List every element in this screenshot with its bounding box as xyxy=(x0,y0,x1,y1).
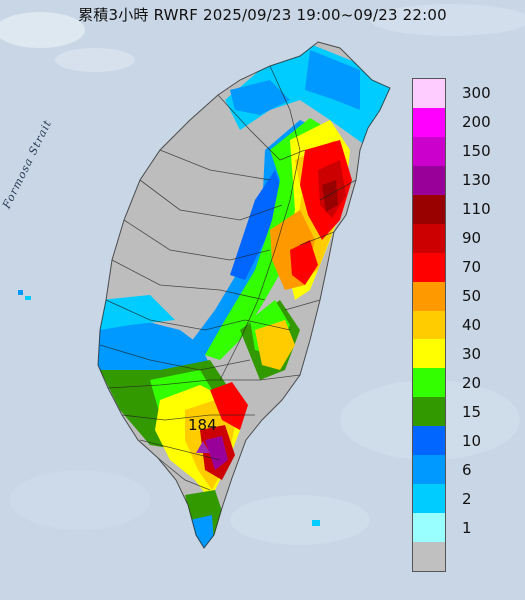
legend-label: 1 xyxy=(462,519,472,538)
legend-label: 6 xyxy=(462,461,472,480)
legend-label: 10 xyxy=(462,432,482,451)
peak-value-label: 184 xyxy=(188,416,217,434)
legend-swatch xyxy=(413,455,445,485)
legend-label: 200 xyxy=(462,112,491,131)
legend-label: 40 xyxy=(462,316,482,335)
legend-label: 150 xyxy=(462,141,491,160)
legend-swatch xyxy=(413,281,445,311)
legend-labels: 300 200 150 130 110 90 70 50 40 30 20 15 10 6 2 1 xyxy=(462,78,508,572)
legend-label: 50 xyxy=(462,286,482,305)
legend-swatch xyxy=(413,484,445,514)
legend-label: 130 xyxy=(462,170,491,189)
legend-label: 90 xyxy=(462,228,482,247)
peak-marker-icon xyxy=(196,441,210,453)
legend-color-bar xyxy=(412,78,446,572)
legend-label: 2 xyxy=(462,490,472,509)
legend-label xyxy=(462,543,508,572)
legend-swatch xyxy=(413,542,445,571)
legend-swatch xyxy=(413,107,445,137)
legend-swatch xyxy=(413,426,445,456)
legend-label: 110 xyxy=(462,199,491,218)
legend-swatch xyxy=(413,339,445,369)
legend-label: 300 xyxy=(462,83,491,102)
boundary-lines xyxy=(97,41,391,549)
legend-swatch xyxy=(413,252,445,282)
legend-label: 15 xyxy=(462,403,482,422)
legend-swatch xyxy=(413,79,445,108)
legend-label: 20 xyxy=(462,374,482,393)
legend-swatch xyxy=(413,165,445,195)
legend-label: 70 xyxy=(462,257,482,276)
legend-swatch xyxy=(413,194,445,224)
legend-swatch xyxy=(413,223,445,253)
legend-swatch xyxy=(413,513,445,542)
rainfall-legend: 300 200 150 130 110 90 70 50 40 30 20 15 10 6 2 1 xyxy=(412,78,508,572)
legend-label: 30 xyxy=(462,345,482,364)
legend-swatch xyxy=(413,310,445,340)
legend-swatch xyxy=(413,397,445,427)
map-title: 累積3小時 RWRF 2025/09/23 19:00~09/23 22:00 xyxy=(78,6,447,24)
legend-swatch xyxy=(413,368,445,398)
legend-swatch xyxy=(413,136,445,166)
